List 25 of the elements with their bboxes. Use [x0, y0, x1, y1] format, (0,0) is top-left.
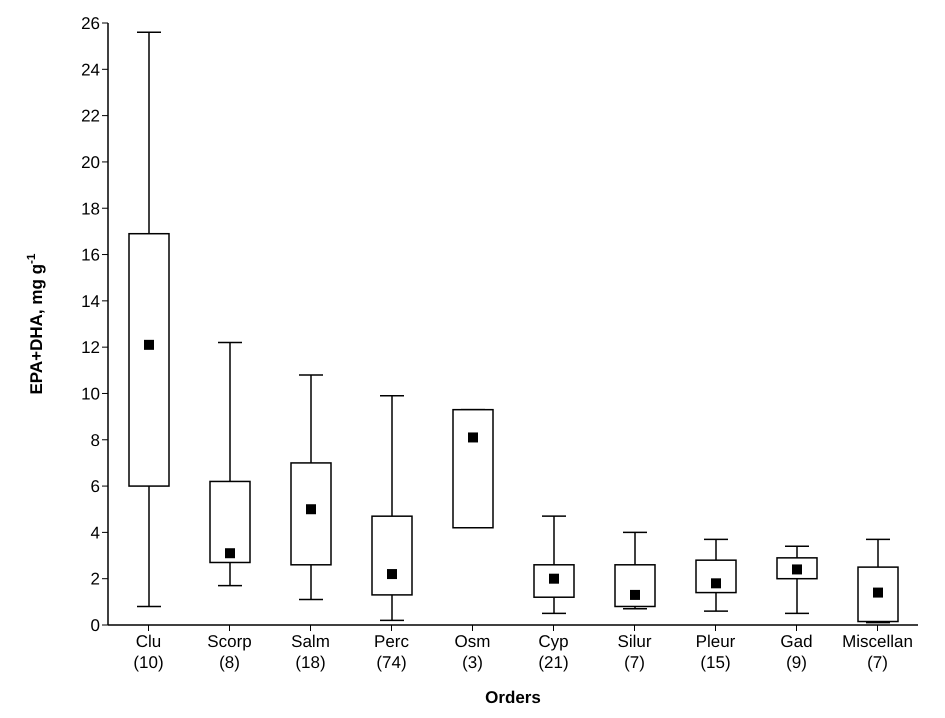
x-tick-label: Clu (10) [133, 632, 164, 672]
y-tick-label: 4 [90, 523, 100, 542]
y-tick-label: 22 [81, 106, 100, 126]
y-tick-label: 26 [81, 14, 100, 34]
y-tick-label: 2 [90, 570, 100, 589]
x-axis-title: Orders [485, 688, 541, 707]
y-tick-label: 24 [81, 60, 100, 80]
x-tick-label: Perc (74) [374, 632, 410, 672]
x-tick-label: Silur (7) [617, 632, 652, 672]
x-tick-label: Scorp (8) [207, 632, 252, 672]
y-tick-label: 10 [81, 384, 100, 404]
y-tick-label: 6 [90, 477, 100, 496]
x-tick-label: Salm (18) [291, 632, 330, 672]
x-tick-label: Gad (9) [780, 632, 813, 672]
y-tick-label: 14 [81, 292, 100, 311]
y-tick-label: 18 [81, 199, 100, 218]
x-tick-label: Pleur (15) [696, 632, 736, 672]
x-tick-label: Miscellan (7) [842, 632, 913, 672]
y-tick-label: 16 [81, 246, 100, 265]
y-tick-label: 12 [81, 338, 100, 358]
x-tick-label: Osm (3) [454, 632, 490, 672]
y-tick-label: 20 [81, 152, 100, 172]
y-tick-label: 8 [90, 430, 100, 450]
y-tick-label: 0 [90, 616, 100, 636]
x-tick-label: Cyp (21) [538, 632, 569, 672]
